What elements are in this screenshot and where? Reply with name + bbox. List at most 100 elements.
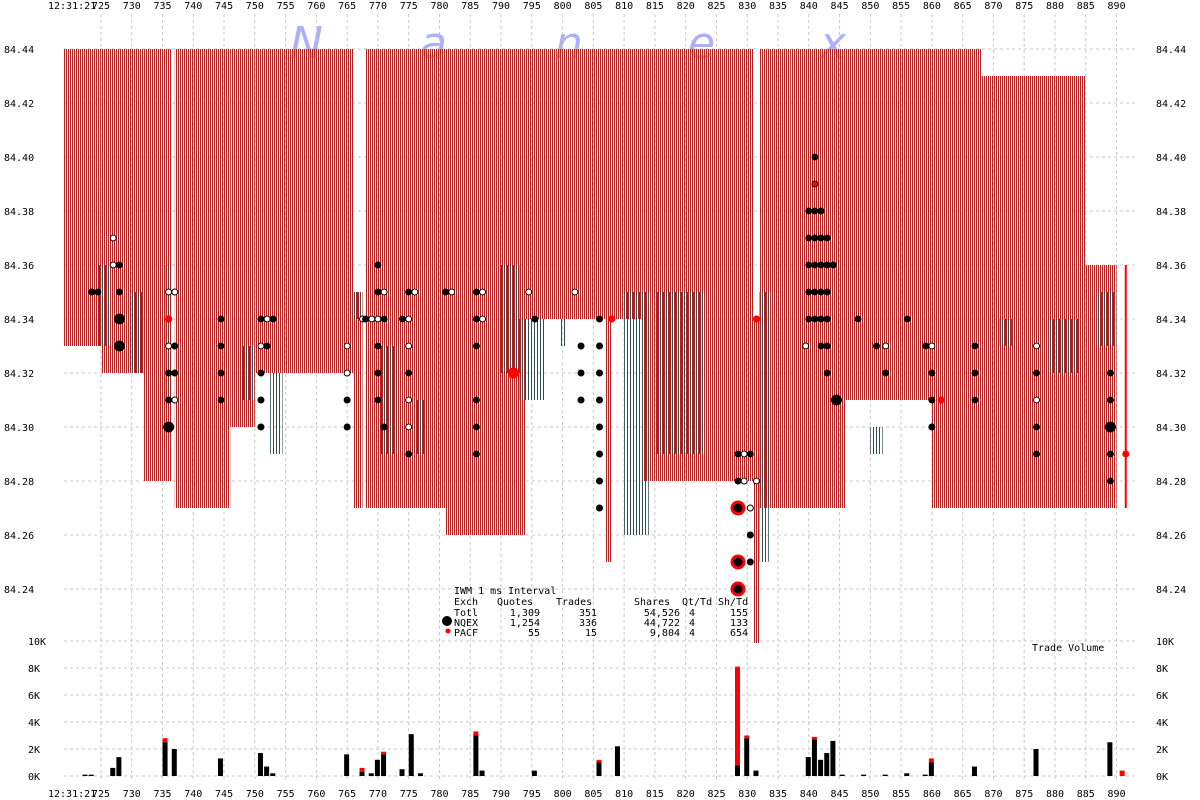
stats-table-cell: 1,309 bbox=[510, 608, 540, 619]
pacf-trade-dot bbox=[937, 396, 945, 404]
nqex-volume-bar bbox=[734, 765, 740, 776]
stats-table-cell: 133 bbox=[730, 618, 748, 629]
volume-tick-label-right: 0K bbox=[1156, 772, 1168, 783]
nqex-trade-dot bbox=[479, 315, 487, 323]
stats-table-cell: 44,722 bbox=[644, 618, 680, 629]
nqex-volume-bar bbox=[418, 773, 423, 776]
nqex-volume-bar bbox=[82, 774, 88, 776]
pacf-volume-bar bbox=[162, 738, 168, 743]
nqex-trade-dot bbox=[472, 315, 480, 323]
x-tick-label-top: 890 bbox=[1108, 1, 1126, 12]
x-tick-label-top: 820 bbox=[677, 1, 695, 12]
nqex-trade-dot bbox=[928, 396, 936, 404]
x-tick-label-top: 845 bbox=[831, 1, 849, 12]
x-tick-label-bottom: 740 bbox=[184, 789, 202, 800]
stats-table-header: Trades bbox=[556, 597, 592, 608]
x-tick-label-bottom: 780 bbox=[430, 789, 448, 800]
nqex-trade-dot bbox=[171, 369, 179, 377]
x-tick-label-bottom: 760 bbox=[307, 789, 325, 800]
pacf-volume-bar bbox=[381, 751, 387, 755]
nqex-trade-dot bbox=[872, 342, 880, 350]
nqex-volume-bar bbox=[596, 762, 602, 776]
x-tick-label-bottom: 835 bbox=[769, 789, 787, 800]
x-tick-label-top: 775 bbox=[400, 1, 418, 12]
stats-table-cell: 4 bbox=[689, 608, 695, 619]
nqex-trade-dot bbox=[734, 450, 742, 458]
nqex-trade-dot bbox=[1106, 477, 1114, 485]
x-tick-label-top: 725 bbox=[92, 1, 110, 12]
nqex-legend-marker bbox=[442, 616, 452, 626]
volume-tick-label-left: 6K bbox=[28, 691, 40, 702]
pacf-trade-dot bbox=[507, 367, 519, 379]
nqex-trade-dot bbox=[405, 342, 413, 350]
nqex-trade-dot bbox=[746, 450, 754, 458]
x-tick-label-top: 780 bbox=[430, 1, 448, 12]
quote-gap-line bbox=[131, 292, 145, 373]
nqex-volume-bar bbox=[408, 734, 414, 776]
y-tick-label-right: 84.28 bbox=[1156, 477, 1186, 488]
trade-dots bbox=[88, 153, 1130, 597]
quote-gap-line bbox=[999, 319, 1012, 346]
nqex-volume-bar bbox=[904, 773, 910, 776]
x-tick-label-bottom: 770 bbox=[369, 789, 387, 800]
nqex-trade-dot bbox=[596, 423, 603, 431]
nqex-trade-dot bbox=[811, 288, 819, 296]
nqex-trade-dot bbox=[752, 477, 760, 485]
pacf-volume-bar bbox=[596, 759, 602, 763]
nqex-trade-dot bbox=[109, 261, 117, 269]
nqex-trade-dot bbox=[805, 288, 813, 296]
quote-gap-line bbox=[559, 319, 566, 346]
pacf-trade-dot bbox=[608, 315, 616, 323]
nqex-trade-dot bbox=[374, 396, 382, 404]
trade-volume-bars bbox=[82, 666, 1125, 776]
nqex-trade-dot bbox=[374, 315, 382, 323]
nqex-trade-dot bbox=[1104, 421, 1116, 433]
volume-tick-label-left: 10K bbox=[28, 637, 46, 648]
stats-table-cell: 15 bbox=[585, 628, 597, 639]
nqex-trade-dot bbox=[817, 207, 825, 215]
quote-band bbox=[556, 49, 606, 319]
nqex-volume-bar bbox=[473, 735, 479, 776]
volume-tick-label-right: 4K bbox=[1156, 718, 1168, 729]
quote-gap-line bbox=[519, 319, 545, 400]
nqex-trade-dot bbox=[217, 396, 225, 404]
nqex-volume-bar bbox=[399, 769, 405, 776]
nqex-trade-dot bbox=[577, 342, 585, 350]
quote-band bbox=[981, 76, 1086, 508]
quote-band bbox=[174, 49, 231, 508]
nqex-trade-dot bbox=[823, 288, 831, 296]
nqex-trade-dot bbox=[257, 396, 265, 404]
x-tick-label-top: 810 bbox=[615, 1, 633, 12]
stats-table-cell: 155 bbox=[730, 608, 748, 619]
nqex-trade-dot bbox=[854, 315, 862, 323]
stats-table-cell: 4 bbox=[689, 628, 695, 639]
y-tick-label-left: 84.26 bbox=[4, 531, 34, 542]
x-tick-label-top: 790 bbox=[492, 1, 510, 12]
quote-band bbox=[64, 49, 101, 346]
nqex-trade-dot bbox=[577, 396, 585, 404]
nqex-volume-bar bbox=[744, 738, 750, 776]
nqex-trade-dot bbox=[829, 261, 837, 269]
y-tick-label-right: 84.34 bbox=[1156, 315, 1186, 326]
x-tick-label-bottom: 880 bbox=[1046, 789, 1064, 800]
nqex-trade-dot bbox=[525, 288, 533, 296]
nqex-trade-dot bbox=[746, 504, 754, 512]
stats-table-header: Shares bbox=[634, 597, 670, 608]
nqex-trade-dot bbox=[263, 342, 271, 350]
nqex-trade-dot bbox=[817, 261, 825, 269]
nqex-trade-dot bbox=[596, 315, 603, 323]
nqex-trade-dot bbox=[811, 315, 819, 323]
nqex-trade-dot bbox=[374, 288, 382, 296]
nqex-trade-dot bbox=[472, 342, 480, 350]
nqex-trade-dot bbox=[171, 288, 179, 296]
nqex-volume-bar bbox=[344, 754, 350, 776]
y-tick-label-left: 84.34 bbox=[4, 315, 34, 326]
nqex-trade-dot bbox=[811, 234, 819, 242]
y-tick-label-left: 84.32 bbox=[4, 369, 34, 380]
stats-table-cell: Totl bbox=[454, 608, 478, 619]
y-tick-label-right: 84.42 bbox=[1156, 99, 1186, 110]
nqex-trade-dot bbox=[971, 369, 979, 377]
nqex-trade-dot bbox=[1106, 369, 1114, 377]
stats-table-cell: NQEX bbox=[454, 618, 478, 629]
